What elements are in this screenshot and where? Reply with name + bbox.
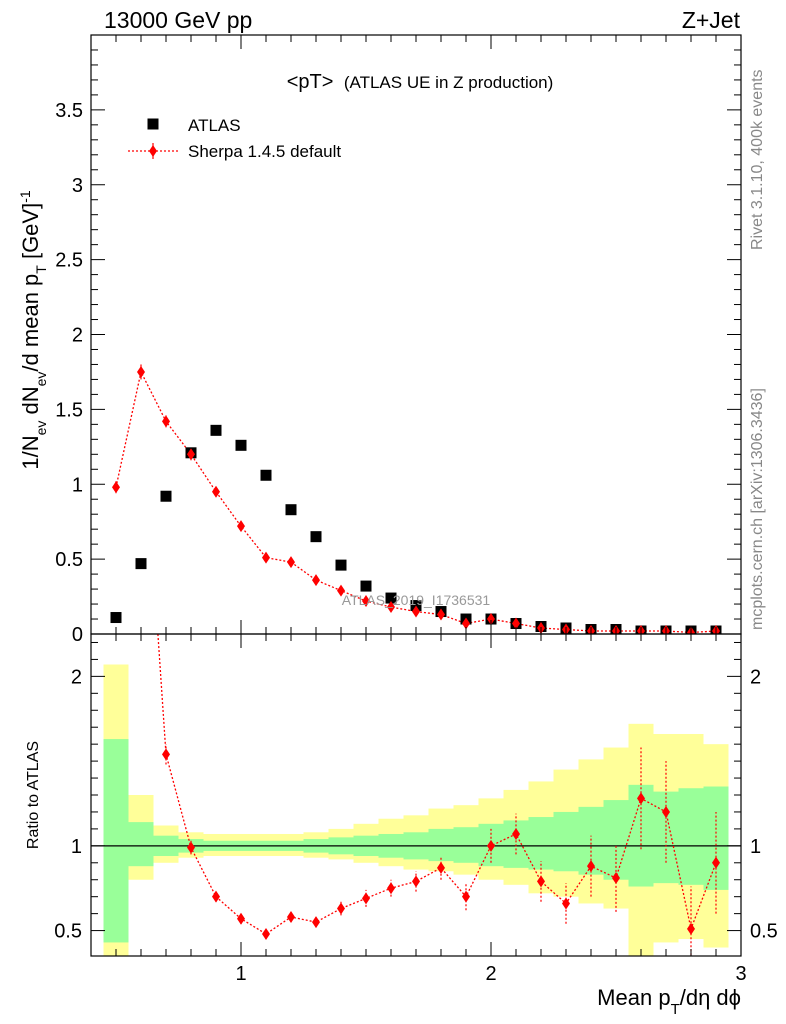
atlas-point bbox=[310, 531, 322, 543]
ratio-sherpa-point bbox=[637, 792, 645, 805]
sherpa-point bbox=[287, 556, 295, 569]
atlas-point bbox=[260, 469, 272, 481]
ratio-green-band bbox=[103, 739, 129, 943]
ratio-sherpa-point bbox=[462, 890, 470, 903]
ratio-green-band bbox=[503, 820, 529, 868]
ratio-y-tick-label: 0.5 bbox=[54, 921, 82, 943]
x-axis-label: Mean pT/dη dϕ bbox=[597, 985, 741, 1018]
ratio-y-tick-label-right: 0.5 bbox=[750, 921, 778, 943]
atlas-point bbox=[285, 504, 297, 516]
ratio-sherpa-point bbox=[512, 827, 520, 840]
header-right: Z+Jet bbox=[682, 7, 741, 33]
main-y-tick-label: 3 bbox=[72, 175, 83, 197]
ratio-sherpa-point bbox=[262, 927, 270, 940]
header-left: 13000 GeV pp bbox=[104, 7, 252, 33]
x-tick-label: 1 bbox=[235, 963, 246, 985]
ratio-green-band bbox=[128, 822, 154, 867]
main-y-tick-label: 1.5 bbox=[55, 399, 83, 421]
sherpa-point bbox=[112, 481, 120, 494]
ratio-sherpa-point bbox=[537, 875, 545, 888]
sherpa-point bbox=[462, 617, 470, 630]
sherpa-point bbox=[437, 608, 445, 621]
legend: ATLAS Sherpa 1.4.5 default bbox=[128, 116, 341, 161]
plot-title-main: <pT> bbox=[287, 71, 334, 93]
rivet-label: Rivet 3.1.10, 400k events bbox=[749, 69, 766, 250]
ratio-y-tick-label-right: 2 bbox=[750, 666, 761, 688]
sherpa-point bbox=[262, 551, 270, 564]
plot-title-sub: (ATLAS UE in Z production) bbox=[344, 73, 553, 92]
atlas-point bbox=[235, 439, 247, 451]
ratio-sherpa-point bbox=[362, 892, 370, 905]
ratio-sherpa-point bbox=[562, 897, 570, 910]
sherpa-point bbox=[337, 584, 345, 597]
main-panel: 0 0.5 1 1.5 2 2.5 3 3.5 ATLAS Sherpa 1.4.5 defau… bbox=[17, 34, 742, 646]
x-tick-label: 3 bbox=[735, 963, 746, 985]
atlas-point bbox=[160, 490, 172, 502]
ratio-sherpa-point bbox=[437, 861, 445, 874]
sherpa-point bbox=[387, 601, 395, 614]
main-y-tick-label: 1 bbox=[72, 474, 83, 496]
ratio-sherpa-point bbox=[612, 872, 620, 885]
ratio-sherpa-point bbox=[237, 912, 245, 925]
main-y-tick-label: 2 bbox=[72, 325, 83, 347]
ratio-y-tick-label: 1 bbox=[71, 836, 82, 858]
legend-atlas-label: ATLAS bbox=[188, 116, 241, 135]
sherpa-point bbox=[137, 365, 145, 378]
ratio-green-band bbox=[703, 786, 729, 890]
sherpa-point bbox=[212, 485, 220, 498]
ratio-sherpa-point bbox=[662, 805, 670, 818]
ratio-green-band bbox=[453, 827, 479, 863]
ratio-sherpa-point bbox=[162, 748, 170, 761]
mcplots-label: mcplots.cern.ch [arXiv:1306.3436] bbox=[749, 388, 766, 630]
sherpa-point bbox=[312, 574, 320, 587]
ratio-sherpa-point bbox=[287, 911, 295, 924]
ratio-sherpa-point bbox=[487, 839, 495, 852]
ratio-sherpa-point bbox=[312, 916, 320, 929]
sherpa-point bbox=[512, 617, 520, 630]
atlas-point bbox=[335, 559, 347, 571]
main-y-axis-label: 1/Nev dNev/d mean pT [GeV]-1 bbox=[17, 190, 49, 470]
ratio-green-band bbox=[428, 828, 454, 862]
ratio-sherpa-point bbox=[212, 890, 220, 903]
watermark: ATLAS_2019_I1736531 bbox=[342, 592, 491, 608]
ratio-sherpa-point bbox=[412, 875, 420, 888]
main-y-tick-label: 0 bbox=[72, 624, 83, 646]
sherpa-point bbox=[162, 415, 170, 428]
ratio-green-band bbox=[553, 811, 579, 872]
sherpa-point bbox=[362, 595, 370, 608]
sherpa-point bbox=[412, 605, 420, 618]
legend-sherpa-label: Sherpa 1.4.5 default bbox=[188, 142, 341, 161]
ratio-sherpa-point bbox=[712, 856, 720, 869]
ratio-y-axis-label: Ratio to ATLAS bbox=[25, 741, 42, 849]
atlas-point bbox=[110, 612, 122, 624]
ratio-sherpa-point bbox=[587, 860, 595, 873]
main-y-tick-label: 3.5 bbox=[55, 100, 83, 122]
ratio-panel: 0.5 0.5 1 1 2 2 1 2 3 Ratio to ATLAS Mean pT/dη … bbox=[25, 633, 778, 1018]
ratio-green-band bbox=[528, 817, 554, 870]
atlas-point bbox=[135, 558, 147, 570]
legend-atlas-marker bbox=[147, 118, 159, 130]
sherpa-point bbox=[237, 520, 245, 533]
ratio-sherpa-point bbox=[187, 841, 195, 854]
legend-sherpa-marker bbox=[149, 145, 157, 157]
x-tick-label: 2 bbox=[485, 963, 496, 985]
plot-title: <pT> (ATLAS UE in Z production) bbox=[287, 71, 554, 93]
sherpa-point bbox=[187, 448, 195, 461]
ratio-sherpa-point bbox=[687, 922, 695, 935]
main-y-tick-label: 2.5 bbox=[55, 250, 83, 272]
ratio-sherpa-point bbox=[387, 882, 395, 895]
ratio-y-tick-label: 2 bbox=[71, 666, 82, 688]
ratio-sherpa-point bbox=[337, 902, 345, 915]
atlas-point bbox=[210, 424, 222, 436]
ratio-y-tick-label-right: 1 bbox=[750, 836, 761, 858]
atlas-point bbox=[385, 592, 397, 604]
ratio-green-band bbox=[678, 788, 704, 885]
sherpa-point bbox=[487, 613, 495, 626]
main-y-tick-label: 0.5 bbox=[55, 549, 83, 571]
atlas-point bbox=[360, 580, 372, 592]
